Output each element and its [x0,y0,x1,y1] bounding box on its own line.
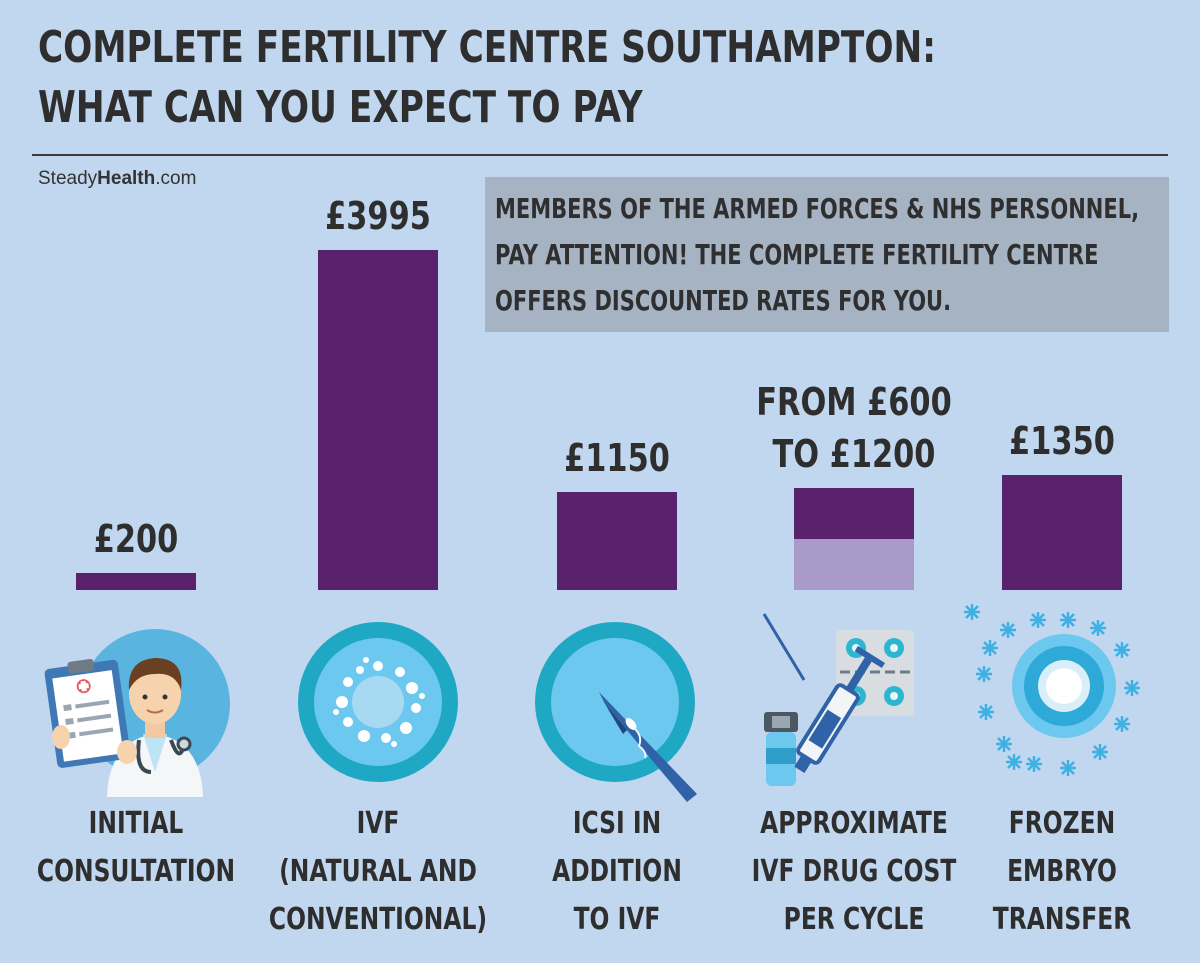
price-label-2: £1150 [489,432,745,484]
price-label-4-line-0: £1350 [1009,419,1115,464]
brand-logo: SteadyHealth.com [38,168,196,190]
notice-text: MEMBERS OF THE ARMED FORCES & NHS PERSON… [495,186,1140,324]
category-label-4: FROZEN EMBRYO TRANSFER [937,800,1187,944]
bar-1 [318,250,438,590]
category-label-3-line-1: IVF DRUG COST [751,854,957,889]
category-label-0: INITIAL CONSULTATION [11,800,261,896]
title-line-2: WHAT CAN YOU EXPECT TO PAY [38,82,643,133]
notice-line-3: OFFERS DISCOUNTED RATES FOR YOU. [495,284,952,317]
brand-part-2: Health [97,168,156,189]
category-label-0-line-1: CONSULTATION [36,854,236,889]
notice-line-1: MEMBERS OF THE ARMED FORCES & NHS PERSON… [495,192,1140,225]
price-label-1: £3995 [250,190,506,242]
notice-line-2: PAY ATTENTION! THE COMPLETE FERTILITY CE… [495,238,1099,271]
category-label-1: IVF (NATURAL AND CONVENTIONAL) [253,800,503,944]
syringe-pills-icon [762,613,914,786]
doctor-icon [44,629,230,797]
bar-0 [76,573,196,590]
price-label-3-line-1: TO £1200 [772,432,936,476]
price-label-0: £200 [8,513,264,565]
frozen-embryo-icon [964,604,1142,778]
category-label-1-line-2: CONVENTIONAL) [268,902,488,937]
category-label-3: APPROXIMATE IVF DRUG COST PER CYCLE [729,800,979,944]
bar-range-min-3 [794,539,914,590]
price-label-1-line-0: £3995 [325,194,431,239]
bar-4 [1002,475,1122,590]
price-label-0-line-0: £200 [93,517,179,561]
page-title: COMPLETE FERTILITY CENTRE SOUTHAMPTON: W… [38,18,936,138]
notice-box [485,177,1169,332]
category-label-3-line-0: APPROXIMATE [760,806,948,841]
category-label-2-line-0: ICSI IN [572,806,662,841]
brand-part-1: Steady [38,168,98,189]
category-label-4-line-0: FROZEN [1008,806,1116,841]
category-label-3-line-2: PER CYCLE [783,902,925,937]
category-label-1-line-1: (NATURAL AND [279,854,477,889]
category-label-4-line-1: EMBRYO [1007,854,1117,889]
title-line-1: COMPLETE FERTILITY CENTRE SOUTHAMPTON: [38,22,936,73]
icsi-needle-icon [535,622,697,802]
category-label-1-line-0: IVF [356,806,400,841]
brand-part-3: .com [155,168,197,189]
bar-2 [557,492,677,590]
price-label-3: FROM £600 TO £1200 [726,376,982,480]
category-label-2-line-2: TO IVF [573,902,661,937]
category-label-0-line-0: INITIAL [88,806,184,841]
price-label-4: £1350 [934,415,1190,467]
category-label-4-line-2: TRANSFER [992,902,1132,937]
title-divider [32,154,1168,156]
category-label-2-line-1: ADDITION [552,854,682,889]
category-label-2: ICSI IN ADDITION TO IVF [492,800,742,944]
ivf-cell-icon [298,622,458,782]
price-label-2-line-0: £1150 [564,436,670,481]
price-label-3-line-0: FROM £600 [756,380,952,424]
